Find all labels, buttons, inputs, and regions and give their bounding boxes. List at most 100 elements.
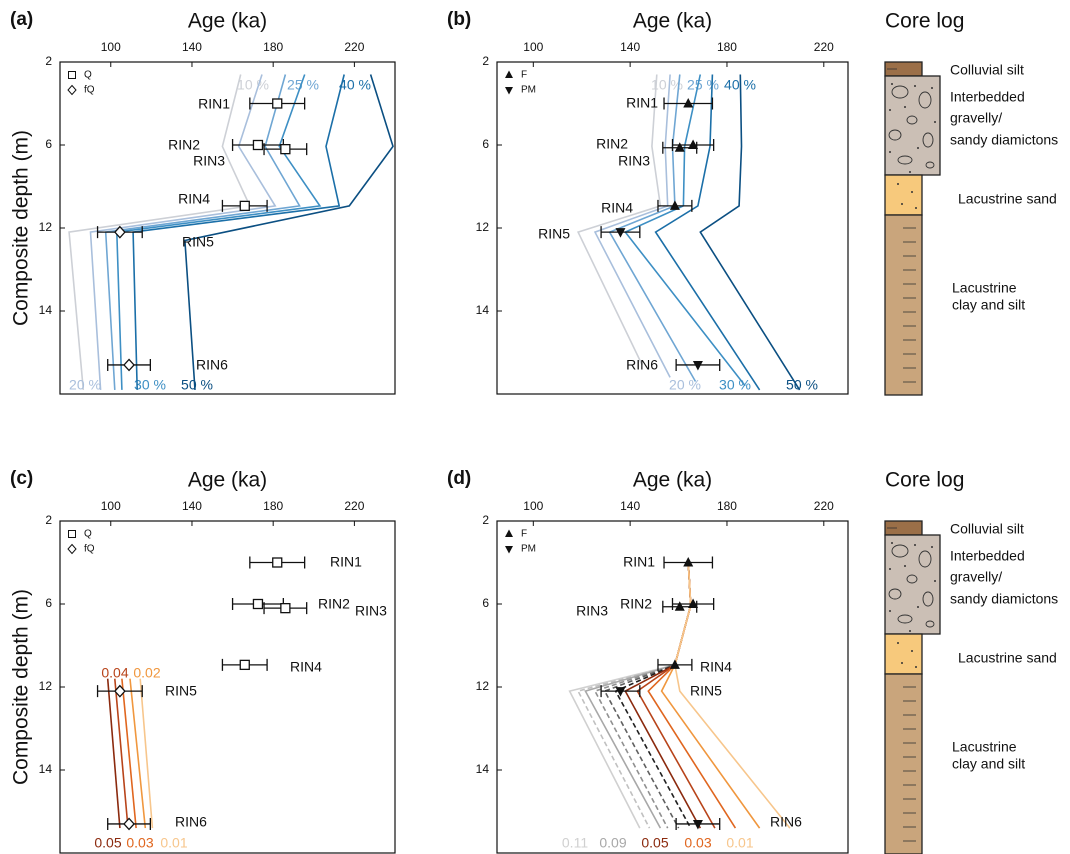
point-marker — [693, 361, 703, 371]
legend-marker — [505, 87, 513, 95]
core-unit-label: Lacustrine — [952, 280, 1017, 296]
core-unit-label: clay and silt — [952, 297, 1025, 313]
core-grain — [889, 568, 891, 570]
core-unit-label: Lacustrine sand — [958, 650, 1057, 666]
core-grain — [915, 666, 917, 668]
core-unit — [885, 175, 922, 215]
core-grain — [889, 151, 891, 153]
legend-label: Q — [84, 70, 92, 81]
point-label: RIN2 — [596, 136, 628, 152]
series-line — [122, 679, 136, 828]
y-axis-title: Composite depth (m) — [10, 589, 33, 785]
series-label: 0.03 — [684, 835, 711, 851]
point-label: RIN4 — [601, 200, 633, 216]
series-label: 0.09 — [599, 835, 626, 851]
y-tick-label: 6 — [45, 137, 52, 151]
point-label: RIN3 — [576, 603, 608, 619]
point-marker — [281, 604, 290, 613]
series-label: 20 % — [669, 377, 701, 393]
legend-label: Q — [84, 529, 92, 540]
series-line — [108, 679, 120, 828]
series-line — [656, 75, 760, 390]
core-grain — [917, 147, 919, 149]
plot-frame — [60, 62, 395, 394]
x-tick-label: 140 — [620, 40, 640, 54]
core-unit-label: gravelly/ — [950, 110, 1002, 126]
series-label: 40 % — [339, 77, 371, 93]
core-grain — [904, 106, 906, 108]
core-grain — [901, 203, 903, 205]
point-label: RIN5 — [538, 226, 570, 242]
core-unit-label: clay and silt — [952, 756, 1025, 772]
core-log-title: Core log — [885, 469, 964, 492]
series-label: 0.05 — [94, 835, 121, 851]
core-grain — [931, 546, 933, 548]
point-marker — [683, 98, 693, 108]
figure: Age (ka) (a) Composite depth (m) 100 140 180 2… — [0, 0, 1070, 854]
legend-marker — [68, 545, 76, 554]
y-tick-label: 2 — [482, 513, 489, 527]
x-tick-label: 180 — [717, 40, 737, 54]
core-unit-label: sandy diamictons — [950, 591, 1058, 607]
legend-label: PM — [521, 544, 536, 555]
legend-label: F — [521, 529, 527, 540]
point-marker — [273, 99, 282, 108]
series-line — [610, 75, 696, 382]
core-grain — [901, 662, 903, 664]
legend-marker — [68, 86, 76, 95]
x-tick-label: 140 — [182, 499, 202, 513]
point-label: RIN3 — [193, 153, 225, 169]
series-label: 50 % — [786, 377, 818, 393]
panel-label: (c) — [10, 468, 33, 489]
panel-label: (b) — [447, 9, 471, 30]
x-tick-label: 180 — [263, 40, 283, 54]
core-grain — [909, 171, 911, 173]
point-label: RIN1 — [198, 96, 230, 112]
point-marker — [670, 200, 680, 210]
series-label: 30 % — [719, 377, 751, 393]
core-grain — [911, 650, 913, 652]
core-unit-label: Colluvial silt — [950, 521, 1024, 537]
axis-title: Age (ka) — [633, 10, 712, 33]
x-tick-label: 100 — [523, 40, 543, 54]
series-line — [578, 75, 660, 366]
point-label: RIN6 — [175, 814, 207, 830]
core-grain — [917, 606, 919, 608]
point-label: RIN5 — [165, 683, 197, 699]
series-label: 0.03 — [126, 835, 153, 851]
series-label: 50 % — [181, 377, 213, 393]
legend-marker — [69, 531, 76, 538]
point-marker — [124, 359, 134, 370]
point-marker — [675, 142, 685, 152]
legend-label: fQ — [84, 544, 95, 555]
core-grain — [889, 610, 891, 612]
point-marker — [693, 820, 703, 830]
series-line — [115, 679, 128, 828]
series-line — [140, 679, 152, 828]
series-label: 30 % — [134, 377, 166, 393]
core-unit-label: gravelly/ — [950, 569, 1002, 585]
core-unit — [885, 76, 940, 175]
series-line — [133, 75, 344, 390]
point-label: RIN2 — [620, 596, 652, 612]
core-grain — [914, 544, 916, 546]
point-label: RIN4 — [178, 191, 210, 207]
series-label: 0.02 — [133, 665, 160, 681]
core-grain — [897, 642, 899, 644]
point-label: RIN6 — [626, 357, 658, 373]
legend-marker — [505, 546, 513, 554]
core-grain — [915, 207, 917, 209]
legend-label: PM — [521, 85, 536, 96]
axis-title: Age (ka) — [188, 10, 267, 33]
point-marker — [675, 601, 685, 611]
core-unit-label: Colluvial silt — [950, 62, 1024, 78]
series-line — [185, 75, 393, 390]
core-unit-label: Interbedded — [950, 89, 1025, 105]
y-tick-label: 6 — [482, 596, 489, 610]
point-marker — [670, 659, 680, 669]
panel-label: (a) — [10, 9, 33, 30]
x-tick-label: 180 — [717, 499, 737, 513]
point-marker — [273, 558, 282, 567]
point-marker — [240, 660, 249, 669]
point-label: RIN1 — [623, 554, 655, 570]
